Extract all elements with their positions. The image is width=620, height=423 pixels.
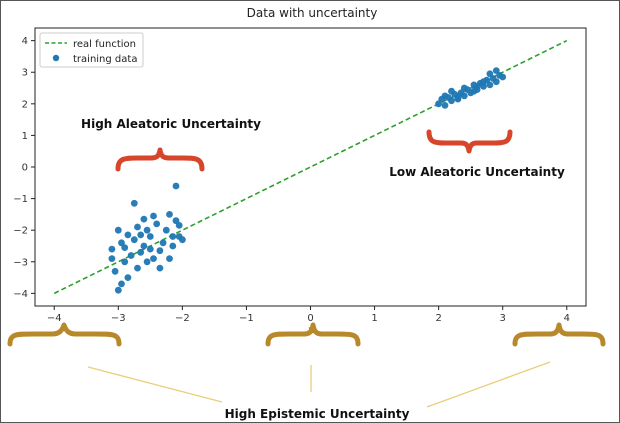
training-data-point — [492, 67, 500, 74]
training-data-point — [146, 233, 154, 240]
aleatoric-brace-right — [426, 129, 513, 154]
legend: real function training data — [39, 32, 144, 68]
aleatoric-brace-left — [115, 147, 205, 172]
training-data-point — [114, 286, 122, 294]
training-data-point — [166, 211, 173, 218]
series-training-data — [108, 67, 507, 294]
epistemic-brace-right — [512, 322, 606, 347]
training-data-point — [118, 239, 125, 247]
x-tick-label: −1 — [239, 313, 254, 324]
training-data-point — [441, 102, 449, 109]
y-tick-label: 3 — [22, 68, 28, 79]
training-data-point — [460, 84, 468, 92]
training-data-point — [448, 97, 455, 105]
training-data-point — [166, 255, 173, 262]
training-data-point — [130, 199, 138, 207]
training-data-point — [108, 255, 116, 262]
training-data-point — [480, 78, 487, 86]
training-data-point — [169, 233, 177, 240]
y-tick-label: −1 — [13, 194, 28, 205]
x-tick-label: −4 — [47, 313, 62, 324]
training-data-point — [124, 274, 132, 281]
training-data-point — [111, 267, 119, 275]
training-data-point — [172, 182, 180, 190]
training-data-point — [162, 226, 170, 234]
epistemic-brace-left — [7, 322, 122, 347]
x-tick-label: 3 — [500, 313, 506, 324]
training-data-point — [114, 226, 122, 234]
training-data-point — [470, 87, 478, 95]
legend-box — [39, 32, 144, 68]
training-data-point — [175, 222, 183, 229]
y-tick-label: 4 — [22, 36, 28, 47]
legend-entry-real-function: real function — [73, 39, 136, 50]
annotation-high-epistemic: High Epistemic Uncertainty — [225, 407, 410, 421]
training-data-point — [134, 223, 141, 231]
training-data-point — [143, 226, 151, 234]
training-data-point — [492, 78, 500, 86]
legend-marker-swatch — [52, 54, 60, 62]
annotation-low-aleatoric: Low Aleatoric Uncertainty — [389, 165, 565, 179]
training-data-point — [441, 92, 449, 100]
training-data-point — [143, 258, 151, 266]
training-data-point — [140, 215, 148, 223]
training-data-point — [124, 231, 132, 239]
training-data-point — [121, 244, 129, 252]
training-data-point — [486, 70, 494, 78]
y-tick-label: −3 — [13, 257, 28, 268]
y-tick-label: −2 — [13, 226, 28, 237]
training-data-point — [169, 242, 177, 250]
training-data-point — [156, 264, 164, 272]
training-data-point — [108, 245, 116, 253]
training-data-point — [121, 258, 129, 266]
training-data-point — [130, 236, 138, 244]
training-data-point — [460, 92, 468, 100]
training-data-point — [137, 248, 145, 256]
chart-title: Data with uncertainty — [247, 6, 378, 20]
y-tick-label: 2 — [22, 99, 28, 110]
training-data-point — [127, 252, 135, 259]
x-tick-label: 0 — [307, 313, 313, 324]
epistemic-pointer-right — [426, 361, 551, 408]
training-data-point — [448, 87, 455, 95]
training-data-point — [159, 239, 167, 247]
training-data-point — [454, 94, 462, 101]
training-data-point — [140, 242, 148, 250]
training-data-point — [480, 83, 487, 90]
x-tick-label: −3 — [111, 313, 126, 324]
training-data-point — [486, 81, 494, 89]
training-data-point — [150, 255, 157, 262]
x-tick-label: 4 — [564, 313, 570, 324]
y-tick-label: −4 — [13, 289, 28, 300]
training-data-point — [118, 280, 125, 288]
training-data-point — [473, 83, 481, 90]
training-data-point — [134, 264, 141, 272]
x-tick-label: −2 — [175, 313, 190, 324]
y-tick-label: 0 — [22, 163, 28, 174]
training-data-point — [156, 247, 164, 255]
x-tick-label: 2 — [435, 313, 441, 324]
legend-entry-training-data: training data — [73, 54, 137, 65]
annotation-high-aleatoric: High Aleatoric Uncertainty — [81, 117, 261, 131]
training-data-point — [150, 212, 157, 220]
axis-ticks: −4 −3 −2 −1 0 1 2 3 4 −4 −3 −2 −1 0 1 2 3 4 — [13, 36, 570, 324]
training-data-point — [499, 73, 507, 81]
y-tick-label: 1 — [22, 131, 28, 142]
training-data-point — [179, 236, 186, 244]
x-tick-label: 1 — [371, 313, 377, 324]
training-data-point — [137, 231, 145, 239]
epistemic-pointer-left — [87, 366, 223, 403]
epistemic-brace-center — [265, 322, 361, 347]
training-data-point — [146, 245, 154, 253]
training-data-point — [153, 220, 161, 228]
